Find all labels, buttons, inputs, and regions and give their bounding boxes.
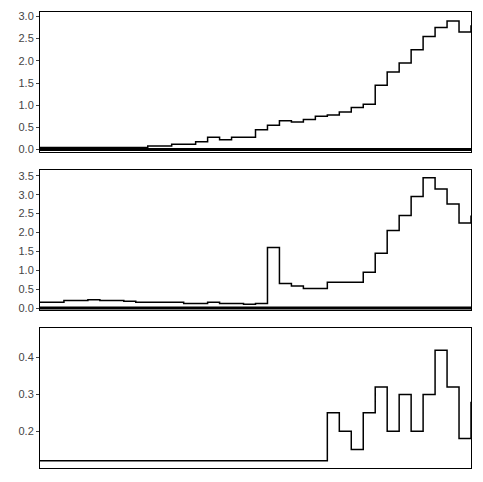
svg-text:1.0: 1.0 [19,264,34,276]
svg-text:0.3: 0.3 [19,388,34,400]
svg-text:0.5: 0.5 [19,283,34,295]
svg-text:3.0: 3.0 [19,10,34,22]
svg-text:2.0: 2.0 [19,226,34,238]
svg-text:0.4: 0.4 [19,351,34,363]
svg-text:1.5: 1.5 [19,245,34,257]
svg-text:3.5: 3.5 [19,170,34,182]
svg-text:3.0: 3.0 [19,189,34,201]
svg-text:1.0: 1.0 [19,99,34,111]
svg-text:2.5: 2.5 [19,207,34,219]
svg-text:1.5: 1.5 [19,77,34,89]
svg-text:0.2: 0.2 [19,425,34,437]
svg-text:2.5: 2.5 [19,32,34,44]
svg-text:0.5: 0.5 [19,121,34,133]
svg-text:2.0: 2.0 [19,55,34,67]
svg-text:0.0: 0.0 [19,302,34,314]
svg-text:0.0: 0.0 [19,143,34,155]
